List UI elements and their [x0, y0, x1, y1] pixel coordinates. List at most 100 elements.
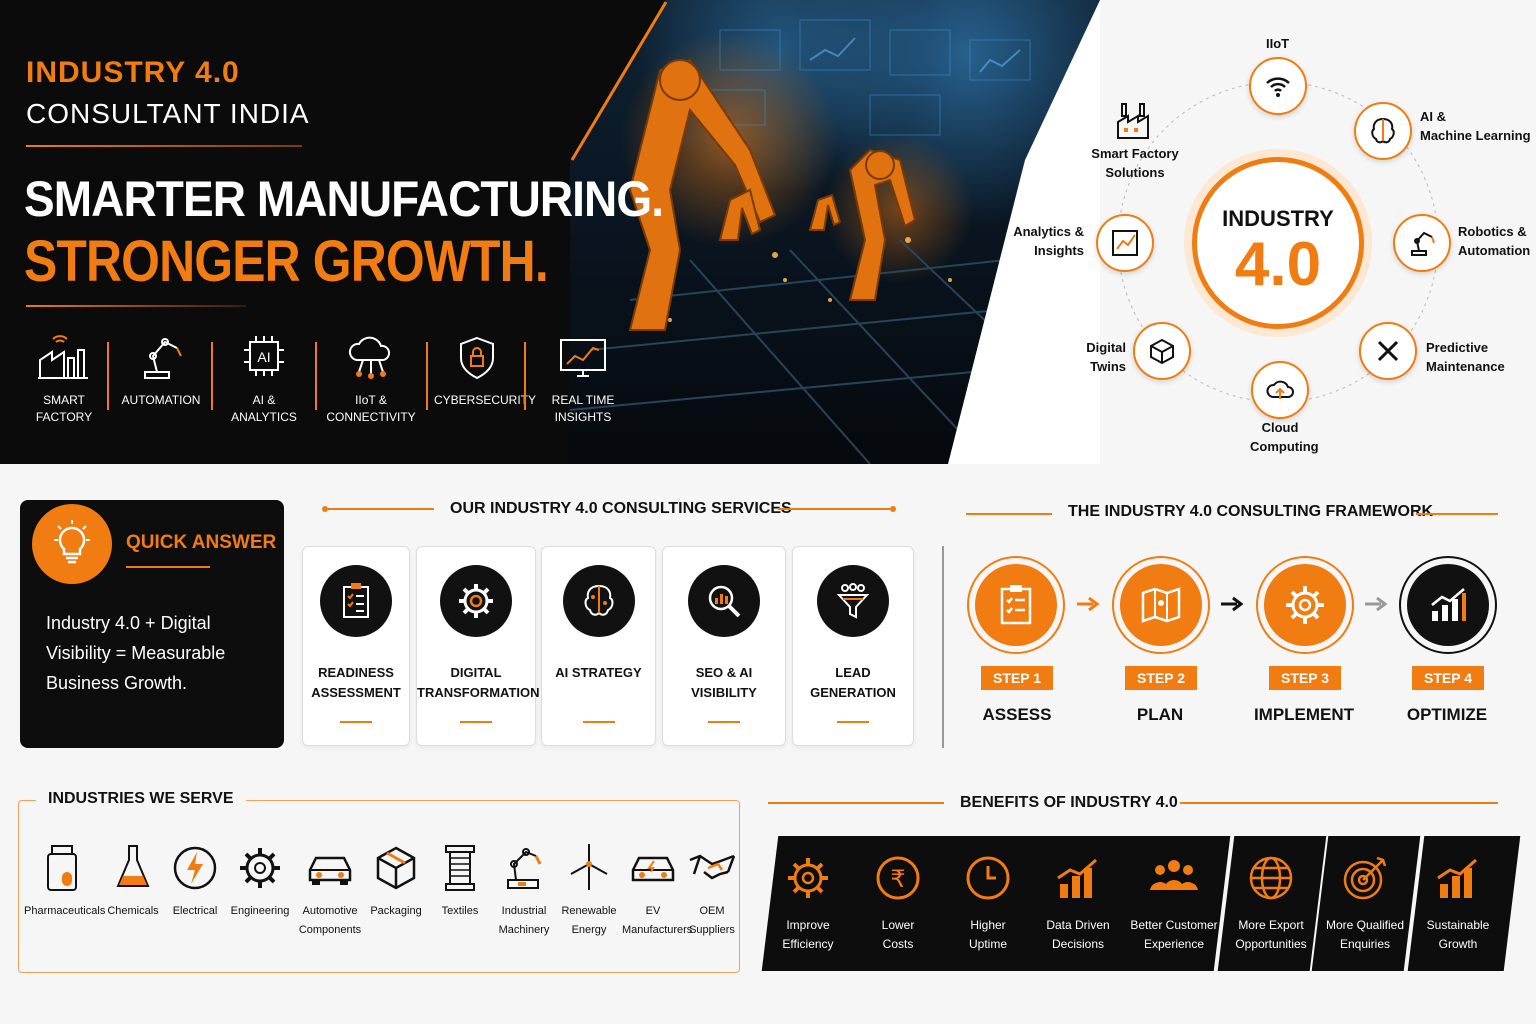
service-digital-transformation[interactable]: DIGITAL TRANSFORMATION — [416, 546, 540, 746]
node-label: Cloud Computing — [1250, 420, 1319, 454]
analytics-icon — [1112, 230, 1138, 256]
feature-label: AUTOMATION — [121, 393, 201, 407]
ai-chip-icon: AI — [244, 336, 284, 376]
globe-icon — [1249, 856, 1293, 900]
gear-icon — [240, 848, 280, 888]
checklist-icon — [343, 583, 369, 618]
quick-answer-text: Industry 4.0 + Digital Visibility = Measu… — [46, 613, 226, 693]
node-label: AI & Machine Learning — [1420, 109, 1531, 143]
node-predictive-maintenance — [1359, 322, 1417, 380]
arrow-right-icon — [1077, 596, 1100, 612]
robot-arm-icon — [144, 338, 182, 379]
clock-icon — [966, 856, 1010, 900]
step-2-badge: STEP 2 — [1125, 666, 1197, 690]
svg-text:₹: ₹ — [890, 865, 905, 893]
benefit-more-export-opportunities: More Export Opportunities — [1222, 836, 1320, 971]
factory-icon — [1117, 103, 1149, 139]
car-icon — [308, 856, 352, 885]
feature-label: AI & ANALYTICS — [231, 393, 297, 424]
industry-electrical[interactable]: Electrical — [166, 842, 224, 921]
industry-chemicals[interactable]: Chemicals — [104, 842, 162, 921]
feature-ai-analytics: AI AI & ANALYTICS — [220, 334, 308, 426]
feature-label: CONNECTIVITY — [326, 410, 416, 424]
step-4-name: OPTIMIZE — [1406, 705, 1488, 724]
cloud-network-icon — [348, 336, 391, 379]
benefit-data-driven-decisions: Data Driven Decisions — [1032, 836, 1124, 971]
feature-divider — [107, 342, 109, 410]
node-label: Digital Twins — [1086, 340, 1126, 374]
lightning-icon — [173, 846, 217, 890]
node-label: Robotics & Automation — [1458, 224, 1531, 258]
step-4-badge: STEP 4 — [1412, 666, 1484, 690]
node-label: IIoT — [1266, 36, 1290, 51]
industry-pharmaceuticals[interactable]: Pharmaceuticals — [24, 842, 105, 921]
benefit-more-qualified-enquiries: More Qualified Enquiries — [1318, 836, 1412, 971]
hero-title-primary: INDUSTRY 4.0 — [26, 56, 240, 89]
brain-icon — [584, 584, 613, 616]
feature-cybersecurity: CYBERSECURITY — [434, 334, 536, 409]
hero-title-secondary: CONSULTANT INDIA — [26, 98, 310, 129]
gear-icon — [788, 858, 828, 898]
service-seo-ai-visibility[interactable]: SEO & AI VISIBILITY — [662, 546, 786, 746]
industry-textiles[interactable]: Textiles — [430, 842, 490, 921]
hero-divider — [26, 145, 302, 147]
industries-box — [18, 800, 740, 973]
industry-packaging[interactable]: Packaging — [366, 842, 426, 921]
title-line — [1180, 802, 1498, 804]
quick-answer-divider — [126, 566, 210, 568]
step-3-badge: STEP 3 — [1269, 666, 1341, 690]
feature-label: REAL TIME INSIGHTS — [551, 393, 615, 424]
flask-icon — [116, 845, 150, 887]
wind-turbine-icon — [570, 844, 608, 890]
lightbulb-icon — [54, 520, 90, 564]
rupee-icon: ₹ — [876, 856, 920, 900]
feature-divider — [315, 342, 317, 410]
industry-renewable-energy[interactable]: Renewable Energy — [558, 842, 620, 940]
industry-automotive-components[interactable]: Automotive Components — [296, 842, 364, 940]
service-lead-generation[interactable]: LEAD GENERATION — [792, 546, 914, 746]
node-robotics — [1393, 214, 1451, 272]
title-line — [1416, 513, 1498, 515]
industry-industrial-machinery[interactable]: Industrial Machinery — [494, 842, 554, 940]
feature-iiot: IIoT & CONNECTIVITY — [326, 334, 416, 426]
step-4-icon-ring — [1399, 556, 1497, 654]
cube-icon — [1150, 338, 1174, 365]
service-ai-strategy[interactable]: AI STRATEGY — [541, 546, 656, 746]
hero-white-wedge — [948, 0, 1100, 464]
benefit-lower-costs: ₹ Lower Costs — [852, 836, 944, 971]
node-cloud — [1251, 361, 1309, 419]
funnel-icon — [836, 583, 870, 619]
robot-arm-icon — [1411, 231, 1435, 256]
node-label: Predictive Maintenance — [1426, 340, 1505, 374]
industry-ev-manufacturers[interactable]: EV Manufacturers — [622, 842, 692, 940]
wifi-icon — [1266, 77, 1290, 97]
title-line — [768, 802, 944, 804]
magnifier-chart-icon — [708, 585, 741, 618]
quick-answer-title: QUICK ANSWER — [126, 532, 277, 553]
feature-divider — [524, 342, 526, 410]
section-divider — [942, 546, 944, 748]
industry-engineering[interactable]: Engineering — [228, 842, 292, 921]
growth-chart-icon — [1431, 588, 1466, 621]
industry-oem-suppliers[interactable]: OEM Suppliers — [686, 842, 738, 940]
gear-icon — [1286, 586, 1324, 624]
feature-label: IIoT & — [355, 393, 387, 407]
step-3-icon-ring — [1256, 556, 1354, 654]
benefits-title: BENEFITS OF INDUSTRY 4.0 — [960, 794, 1178, 811]
step-1-badge: STEP 1 — [981, 666, 1053, 690]
arrow-right-icon — [1365, 596, 1388, 612]
svg-text:AI: AI — [257, 349, 270, 365]
wrench-icon — [1377, 340, 1399, 362]
bar-chart-icon — [1057, 858, 1097, 898]
services-title: OUR INDUSTRY 4.0 CONSULTING SERVICES — [450, 500, 792, 517]
ev-car-icon — [631, 856, 675, 882]
hero-headline-1: SMARTER MANUFACTURING. — [24, 171, 664, 227]
quick-answer-card: QUICK ANSWER Industry 4.0 + Digital Visib… — [20, 500, 284, 748]
feature-divider — [211, 342, 213, 410]
title-line — [966, 513, 1052, 515]
feature-real-time-insights: REAL TIME INSIGHTS — [530, 334, 636, 426]
gear-icon — [459, 584, 493, 618]
service-readiness-assessment[interactable]: READINESS ASSESSMENT — [302, 546, 410, 746]
node-digital-twins — [1133, 322, 1191, 380]
spool-icon — [445, 845, 475, 891]
